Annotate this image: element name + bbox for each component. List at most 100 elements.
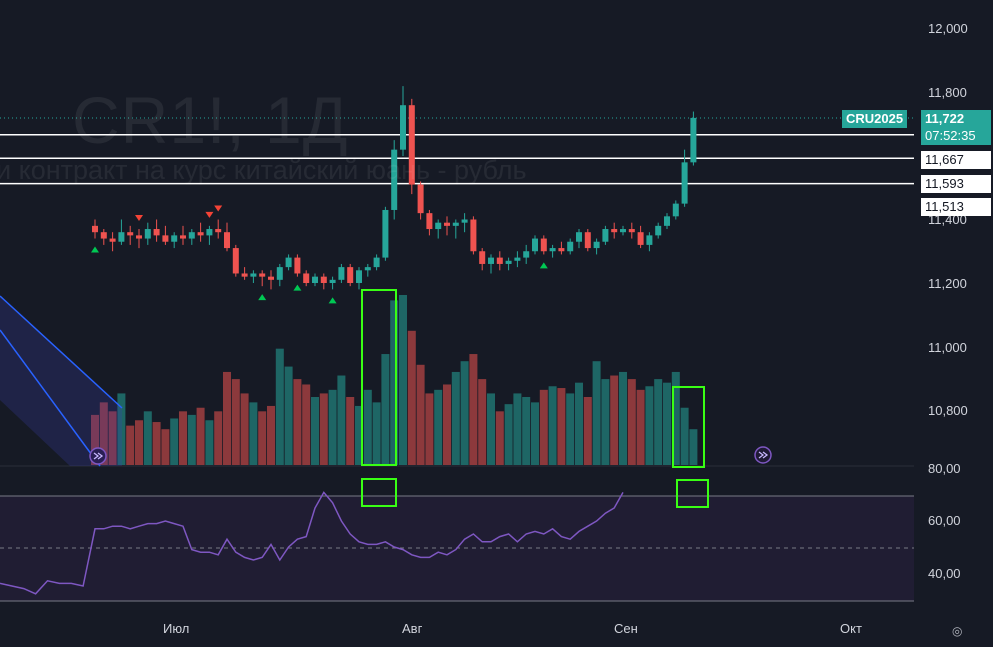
volume-bar xyxy=(460,361,469,465)
volume-bar xyxy=(205,420,214,465)
highlight-box-volume-sep xyxy=(672,386,705,468)
candle-body xyxy=(602,229,609,242)
candle-body xyxy=(514,257,521,261)
replay-arrow-icon[interactable] xyxy=(754,446,772,464)
candle-body xyxy=(285,257,292,268)
buy-signal-marker xyxy=(91,246,99,253)
volume-bar xyxy=(231,379,240,465)
buy-signal-marker xyxy=(258,294,267,301)
buy-signal-marker xyxy=(293,284,302,291)
volume-bar xyxy=(487,393,495,465)
candle-body xyxy=(364,267,371,271)
price-tick: 12,000 xyxy=(928,21,968,36)
volume-bar xyxy=(187,414,196,465)
candle-body xyxy=(373,257,380,268)
candle-body xyxy=(461,219,468,223)
volume-bar xyxy=(108,411,117,465)
volume-bars xyxy=(91,295,698,465)
level-badge: 11,667 xyxy=(921,151,991,169)
volume-bar xyxy=(513,393,522,465)
volume-bar xyxy=(399,295,407,465)
level-badge: 11,593 xyxy=(921,175,991,193)
volume-bar xyxy=(161,429,170,465)
candle-body xyxy=(690,117,697,163)
clock-settings-icon[interactable]: ◎ xyxy=(952,624,963,638)
candle-body xyxy=(444,222,450,226)
candle-body xyxy=(312,276,318,283)
rsi-line xyxy=(0,491,624,595)
candle-body xyxy=(109,238,116,242)
candle-body xyxy=(153,229,160,236)
replay-arrow-icon[interactable] xyxy=(89,447,107,465)
candle-body xyxy=(637,232,644,245)
candle-body xyxy=(584,232,591,249)
candle-body xyxy=(276,267,283,280)
volume-bar xyxy=(434,389,443,465)
candle-body xyxy=(400,105,406,150)
candle-body xyxy=(523,251,530,258)
volume-bar xyxy=(601,379,610,465)
candle-body xyxy=(215,229,222,233)
volume-bar xyxy=(627,379,636,465)
candle-body xyxy=(100,232,107,239)
volume-bar xyxy=(680,407,689,465)
volume-bar xyxy=(548,386,557,465)
candle-body xyxy=(197,232,204,236)
candle-body xyxy=(540,238,547,252)
volume-bar xyxy=(293,379,302,465)
candle-body xyxy=(620,229,626,233)
candle-body xyxy=(268,276,274,280)
price-tick: 11,000 xyxy=(928,340,967,355)
candle-body xyxy=(646,235,653,245)
time-tick: Авг xyxy=(402,621,423,636)
volume-bar xyxy=(407,330,416,465)
candle-body xyxy=(655,225,662,236)
signal-markers xyxy=(91,205,548,304)
rsi-tick: 40,00 xyxy=(928,566,961,581)
candlesticks xyxy=(92,86,697,290)
candle-body xyxy=(162,235,169,242)
volume-bar xyxy=(636,389,645,465)
candle-body xyxy=(417,184,424,214)
candle-body xyxy=(171,235,178,242)
volume-bar xyxy=(451,371,460,465)
volume-bar xyxy=(583,397,592,465)
last-price-badge: 11,722 xyxy=(921,110,991,128)
volume-bar xyxy=(566,393,575,465)
candle-body xyxy=(320,276,327,283)
volume-bar xyxy=(495,411,504,465)
candle-body xyxy=(567,241,574,252)
level-badge: 11,513 xyxy=(921,198,991,216)
candle-body xyxy=(180,235,186,239)
candle-body xyxy=(672,203,679,217)
symbol-badge: CRU2025 xyxy=(842,110,908,128)
candle-body xyxy=(426,213,433,230)
volume-bar xyxy=(179,411,187,465)
rsi-tick: 80,00 xyxy=(928,461,961,476)
volume-bar xyxy=(355,405,363,465)
candle-body xyxy=(250,273,257,277)
symbol-watermark: CR1!, 1Д xyxy=(72,83,349,157)
volume-bar xyxy=(425,393,434,465)
candle-body xyxy=(452,222,459,226)
volume-bar xyxy=(671,371,680,465)
volume-bar xyxy=(390,300,399,465)
candle-body xyxy=(382,209,389,258)
buy-signal-marker xyxy=(539,262,548,269)
volume-bar xyxy=(328,389,337,465)
volume-bar xyxy=(504,404,513,465)
candle-body xyxy=(479,251,486,264)
volume-bar xyxy=(443,384,451,465)
volume-bar xyxy=(416,364,425,465)
candle-body xyxy=(470,219,477,252)
candle-body xyxy=(435,222,442,230)
horizontal-levels[interactable] xyxy=(0,133,914,185)
volume-bar xyxy=(170,418,179,465)
volume-bar xyxy=(196,407,205,465)
candle-body xyxy=(496,257,503,264)
volume-bar xyxy=(319,393,328,465)
volume-bar xyxy=(249,402,258,465)
candle-body xyxy=(593,241,600,249)
volume-bar xyxy=(143,411,152,465)
